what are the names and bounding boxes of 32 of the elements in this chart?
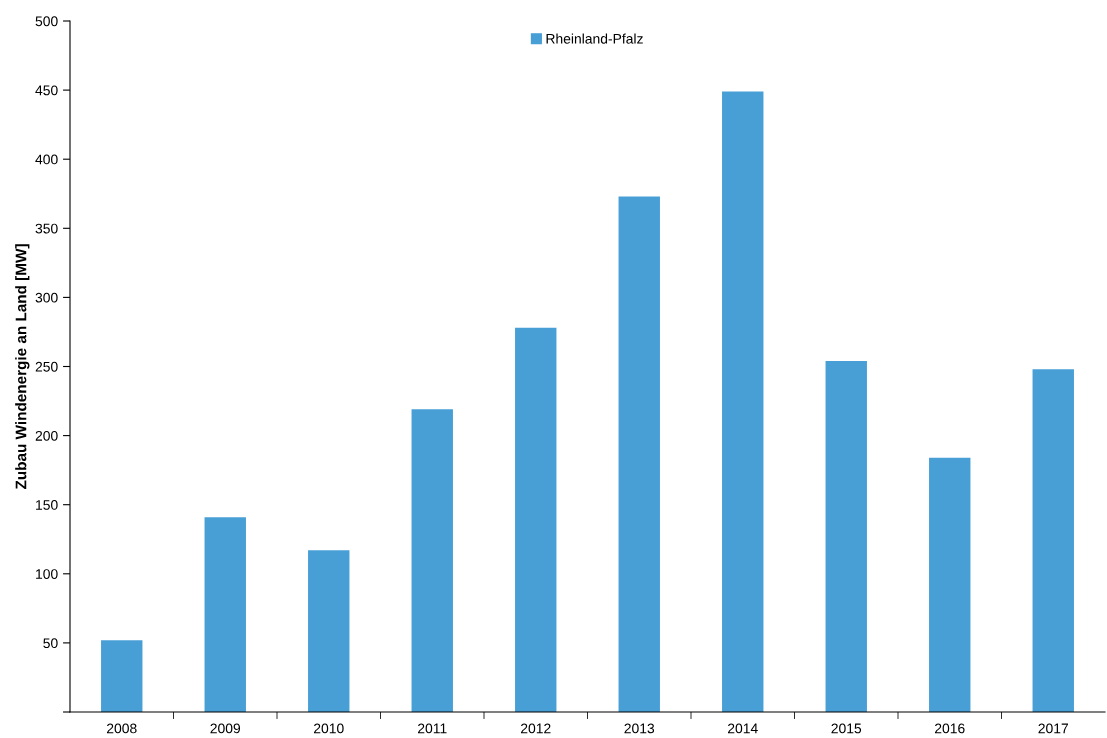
y-tick-label: 50 — [43, 638, 58, 649]
y-tick-label: 300 — [35, 292, 58, 303]
bar — [929, 457, 971, 712]
bar — [101, 640, 143, 712]
y-tick-label: 500 — [35, 16, 58, 27]
bar — [722, 91, 764, 712]
x-tick-label: 2016 — [935, 723, 965, 734]
y-tick-label: 350 — [35, 223, 58, 234]
bar — [204, 517, 246, 712]
x-tick-label: 2014 — [728, 723, 758, 734]
x-tick-label: 2009 — [210, 723, 241, 734]
x-tick-label: 2013 — [624, 723, 655, 734]
x-tick-label: 2008 — [107, 723, 137, 734]
y-tick-label: 150 — [36, 500, 58, 510]
y-tick-label: 450 — [35, 85, 58, 96]
x-tick-label: 2012 — [521, 723, 551, 734]
y-axis-title: Zubau Windenergie an Land [MW] — [15, 244, 30, 490]
y-tick-label: 200 — [35, 430, 58, 441]
x-tick-label: 2017 — [1038, 723, 1068, 734]
x-tick-label: 2015 — [831, 723, 862, 734]
bar — [1032, 369, 1074, 712]
y-tick-label: 250 — [35, 361, 58, 372]
bar — [618, 196, 660, 712]
bar — [515, 327, 557, 712]
x-tick-label: 2011 — [418, 723, 447, 734]
bar — [411, 409, 453, 712]
y-tick-label: 100 — [36, 569, 58, 579]
legend-label: Rheinland-Pfalz — [546, 33, 643, 44]
bar — [308, 550, 350, 712]
y-tick-label: 400 — [35, 154, 58, 165]
x-tick-label: 2010 — [314, 723, 344, 734]
bar — [825, 360, 867, 712]
